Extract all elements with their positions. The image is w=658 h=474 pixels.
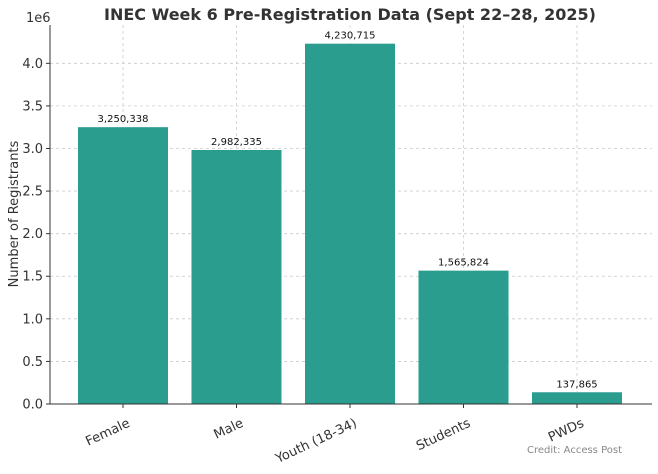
y-tick-label: 3.0 [22,142,43,157]
y-tick-label: 1.5 [22,270,43,285]
chart-title: INEC Week 6 Pre-Registration Data (Sept … [104,5,596,24]
bar-value-label: 4,230,715 [325,31,376,42]
x-category-label: Female [83,416,132,449]
x-category-label: PWDs [546,416,587,446]
y-tick-label: 1.0 [22,312,43,327]
bar-value-label: 3,250,338 [98,114,149,125]
bars-layer [78,43,622,405]
bar-female [78,127,168,404]
bar-youth-18-34 [305,43,395,405]
y-tick-label: 4.0 [22,57,43,72]
y-tick-label: 0.5 [22,355,43,370]
x-labels-layer: Female Male Youth (18-34) Students PWDs [83,404,587,467]
y-axis-offset-label: 1e6 [26,11,51,26]
bar-pwds [532,392,622,404]
y-tick-label: 0.0 [22,398,43,413]
credit-text: Credit: Access Post [527,445,622,456]
x-category-label: Students [414,416,473,454]
bar-value-label: 1,565,824 [438,258,489,269]
x-category-label: Youth (18-34) [273,416,360,467]
bar-male [191,149,282,404]
y-axis-label: Number of Registrants [7,140,22,287]
y-tick-label: 2.5 [22,185,43,200]
axes-layer [49,25,652,405]
bar-students [418,270,509,404]
y-tick-label: 3.5 [22,99,43,114]
bar-value-label: 137,865 [556,379,597,390]
y-tick-label: 2.0 [22,227,43,242]
x-category-label: Male [212,416,246,443]
y-ticks-layer: 0.0 0.5 1.0 1.5 2.0 2.5 3.0 3.5 4.0 [22,57,50,413]
bar-value-label: 2,982,335 [211,137,262,148]
data-labels-layer: 3,250,338 2,982,335 4,230,715 1,565,824 137,… [98,31,598,391]
